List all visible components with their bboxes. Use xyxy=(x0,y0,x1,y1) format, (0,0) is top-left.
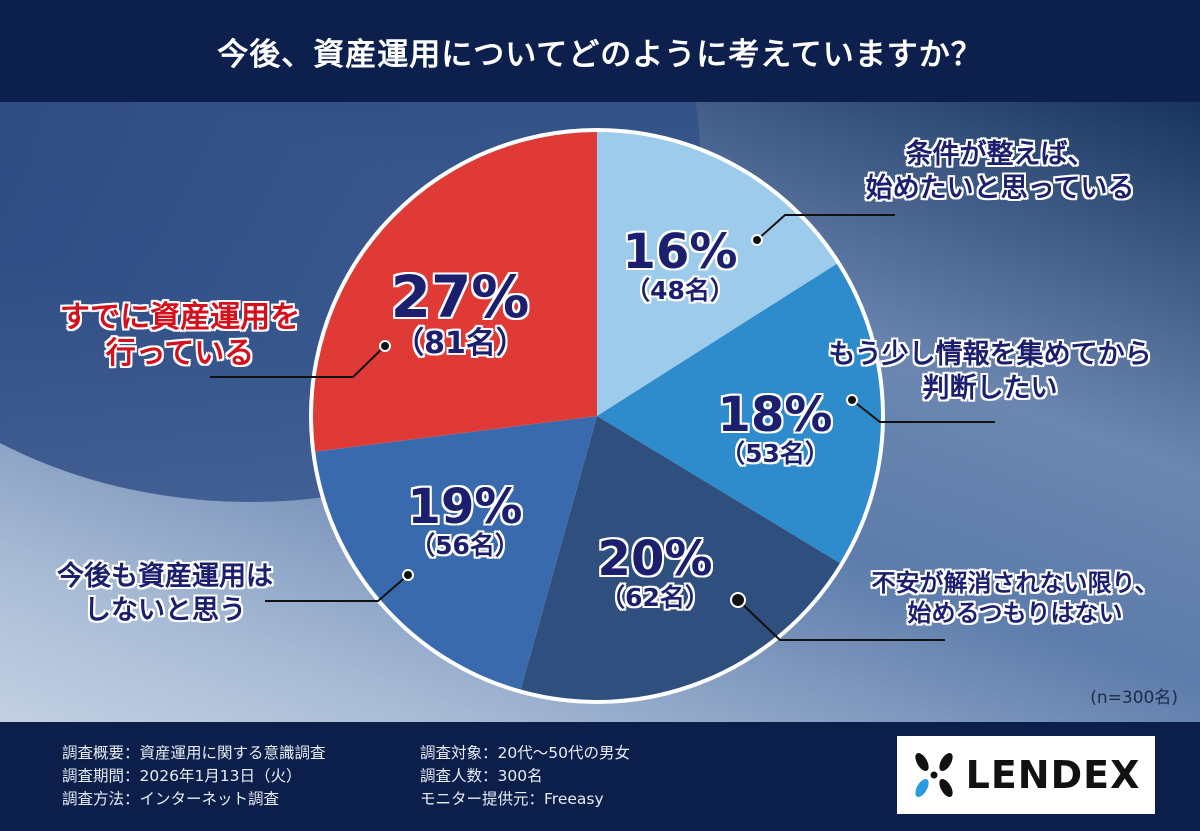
lendex-logo: LENDEX xyxy=(897,736,1155,814)
logo-mark-icon xyxy=(914,752,953,798)
survey-info-col1: 調査概要：資産運用に関する意識調査 調査期間：2026年1月13日（火） 調査方… xyxy=(62,742,326,811)
leader-dot xyxy=(402,569,414,581)
pie-chart xyxy=(210,128,995,704)
pie-slice-2 xyxy=(520,416,840,700)
slice-label-4: 27% （81名） xyxy=(390,263,530,361)
survey-count: 調査人数：300名 xyxy=(420,767,543,785)
survey-target: 調査対象：20代〜50代の男女 xyxy=(420,744,630,762)
category-label-2: 不安が解消されない限り、 始めるつもりはない xyxy=(871,569,1159,627)
leader-dot xyxy=(730,592,746,608)
category-label-4: すでに資産運用を 行っている xyxy=(59,300,301,371)
leader-dot xyxy=(379,340,391,352)
title-bar: 今後、資産運用についてどのように考えていますか？ xyxy=(0,0,1200,102)
pie-slice-1 xyxy=(597,263,881,564)
logo-text: LENDEX xyxy=(965,753,1141,797)
leader-line xyxy=(737,599,945,641)
chart-area: 16% （48名） 18% （53名） 20% （62名） 19% （56名） 27% （… xyxy=(0,102,1200,722)
pie-slice-4 xyxy=(313,132,597,452)
slice-label-3: 19% （56名） xyxy=(407,479,523,560)
leader-line xyxy=(756,214,895,241)
survey-method: 調査方法：インターネット調査 xyxy=(62,790,280,808)
category-label-3: 今後も資産運用は しないと思う xyxy=(57,561,273,626)
survey-provider: モニター提供元：Freeasy xyxy=(420,790,604,808)
pie-slice-0 xyxy=(597,132,837,416)
slice-label-2: 20% （62名） xyxy=(597,531,713,612)
sample-size-note: (n=300名) xyxy=(1090,688,1178,708)
slice-label-1: 18% （53名） xyxy=(717,387,833,468)
pie-slice-3 xyxy=(315,416,597,690)
leader-line xyxy=(265,574,409,602)
leader-dot xyxy=(846,394,858,406)
survey-summary: 調査概要：資産運用に関する意識調査 xyxy=(62,744,326,762)
leader-dot xyxy=(751,234,763,246)
survey-info-col2: 調査対象：20代〜50代の男女 調査人数：300名 モニター提供元：Freeas… xyxy=(420,742,630,811)
leader-line xyxy=(851,399,995,423)
category-label-0: 条件が整えば、 始めたいと思っている xyxy=(865,139,1135,204)
leader-line xyxy=(210,345,386,378)
category-label-1: もう少し情報を集めてから 判断したい xyxy=(828,339,1152,404)
chart-title: 今後、資産運用についてどのように考えていますか？ xyxy=(217,36,983,73)
slice-label-0: 16% （48名） xyxy=(622,224,738,305)
survey-period: 調査期間：2026年1月13日（火） xyxy=(62,767,302,785)
